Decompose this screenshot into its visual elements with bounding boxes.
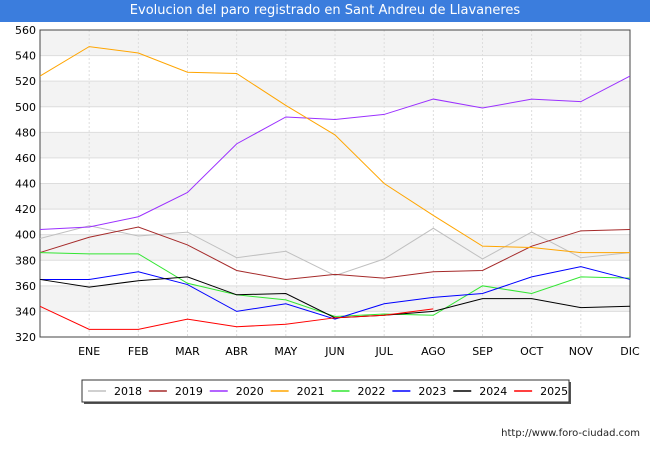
y-tick-label: 400	[15, 229, 36, 242]
y-tick-label: 320	[15, 331, 36, 344]
series-line-2021	[39, 46, 630, 254]
legend-label-2020: 2020	[236, 385, 264, 398]
chart-title: Evolucion del paro registrado en Sant An…	[0, 0, 650, 22]
legend-box	[81, 379, 570, 403]
y-tick-label: 460	[15, 152, 36, 165]
series-line-2019	[39, 226, 631, 280]
y-tick-label: 360	[15, 280, 36, 293]
x-tick-label: SEP	[472, 345, 493, 358]
y-tick-label: 540	[15, 50, 36, 63]
legend-label-2021: 2021	[297, 385, 325, 398]
x-tick-label: NOV	[569, 345, 594, 358]
legend-label-2025: 2025	[540, 385, 568, 398]
series-lines	[39, 46, 631, 330]
series-line-2025	[39, 305, 434, 330]
y-tick-label: 440	[15, 178, 36, 191]
x-tick-label: ENE	[78, 345, 100, 358]
legend-label-2022: 2022	[358, 385, 386, 398]
y-tick-label: 520	[15, 75, 36, 88]
legend-label-2024: 2024	[479, 385, 507, 398]
x-tick-label: ABR	[225, 345, 248, 358]
y-tick-label: 500	[15, 101, 36, 114]
series-line-2023	[40, 266, 631, 320]
series-line-2022	[39, 252, 631, 318]
x-tick-label: MAY	[274, 345, 297, 358]
y-tick-label: 340	[15, 305, 36, 318]
y-tick-label: 480	[15, 126, 36, 139]
band	[40, 132, 630, 158]
series-line-2020	[39, 75, 631, 231]
legend-label-2018: 2018	[114, 385, 142, 398]
x-tick-label: DIC	[620, 345, 640, 358]
x-axis: ENE FEB MAR ABR MAY JUN JUL AGO SEP OCT NOV DIC	[78, 345, 640, 358]
x-tick-label: JUN	[324, 345, 345, 358]
x-tick-label: JUL	[374, 345, 393, 358]
legend-label-2019: 2019	[175, 385, 203, 398]
source-url: http://www.foro-ciudad.com	[501, 428, 640, 439]
y-tick-label: 380	[15, 254, 36, 267]
series-line-2018	[39, 225, 631, 277]
y-axis: 320 340 360 380 400 420 440 460 480 500 520 540 560	[15, 24, 36, 344]
x-tick-label: AGO	[421, 345, 446, 358]
plot-frame	[39, 29, 631, 338]
y-tick-label: 560	[15, 24, 36, 37]
x-tick-label: OCT	[520, 345, 543, 358]
x-tick-label: FEB	[128, 345, 149, 358]
x-tick-label: MAR	[175, 345, 200, 358]
legend: 2018 2019 2020 2021 2022 2023 2024 2025	[81, 379, 571, 404]
legend-label-2023: 2023	[418, 385, 446, 398]
y-tick-label: 420	[15, 203, 36, 216]
